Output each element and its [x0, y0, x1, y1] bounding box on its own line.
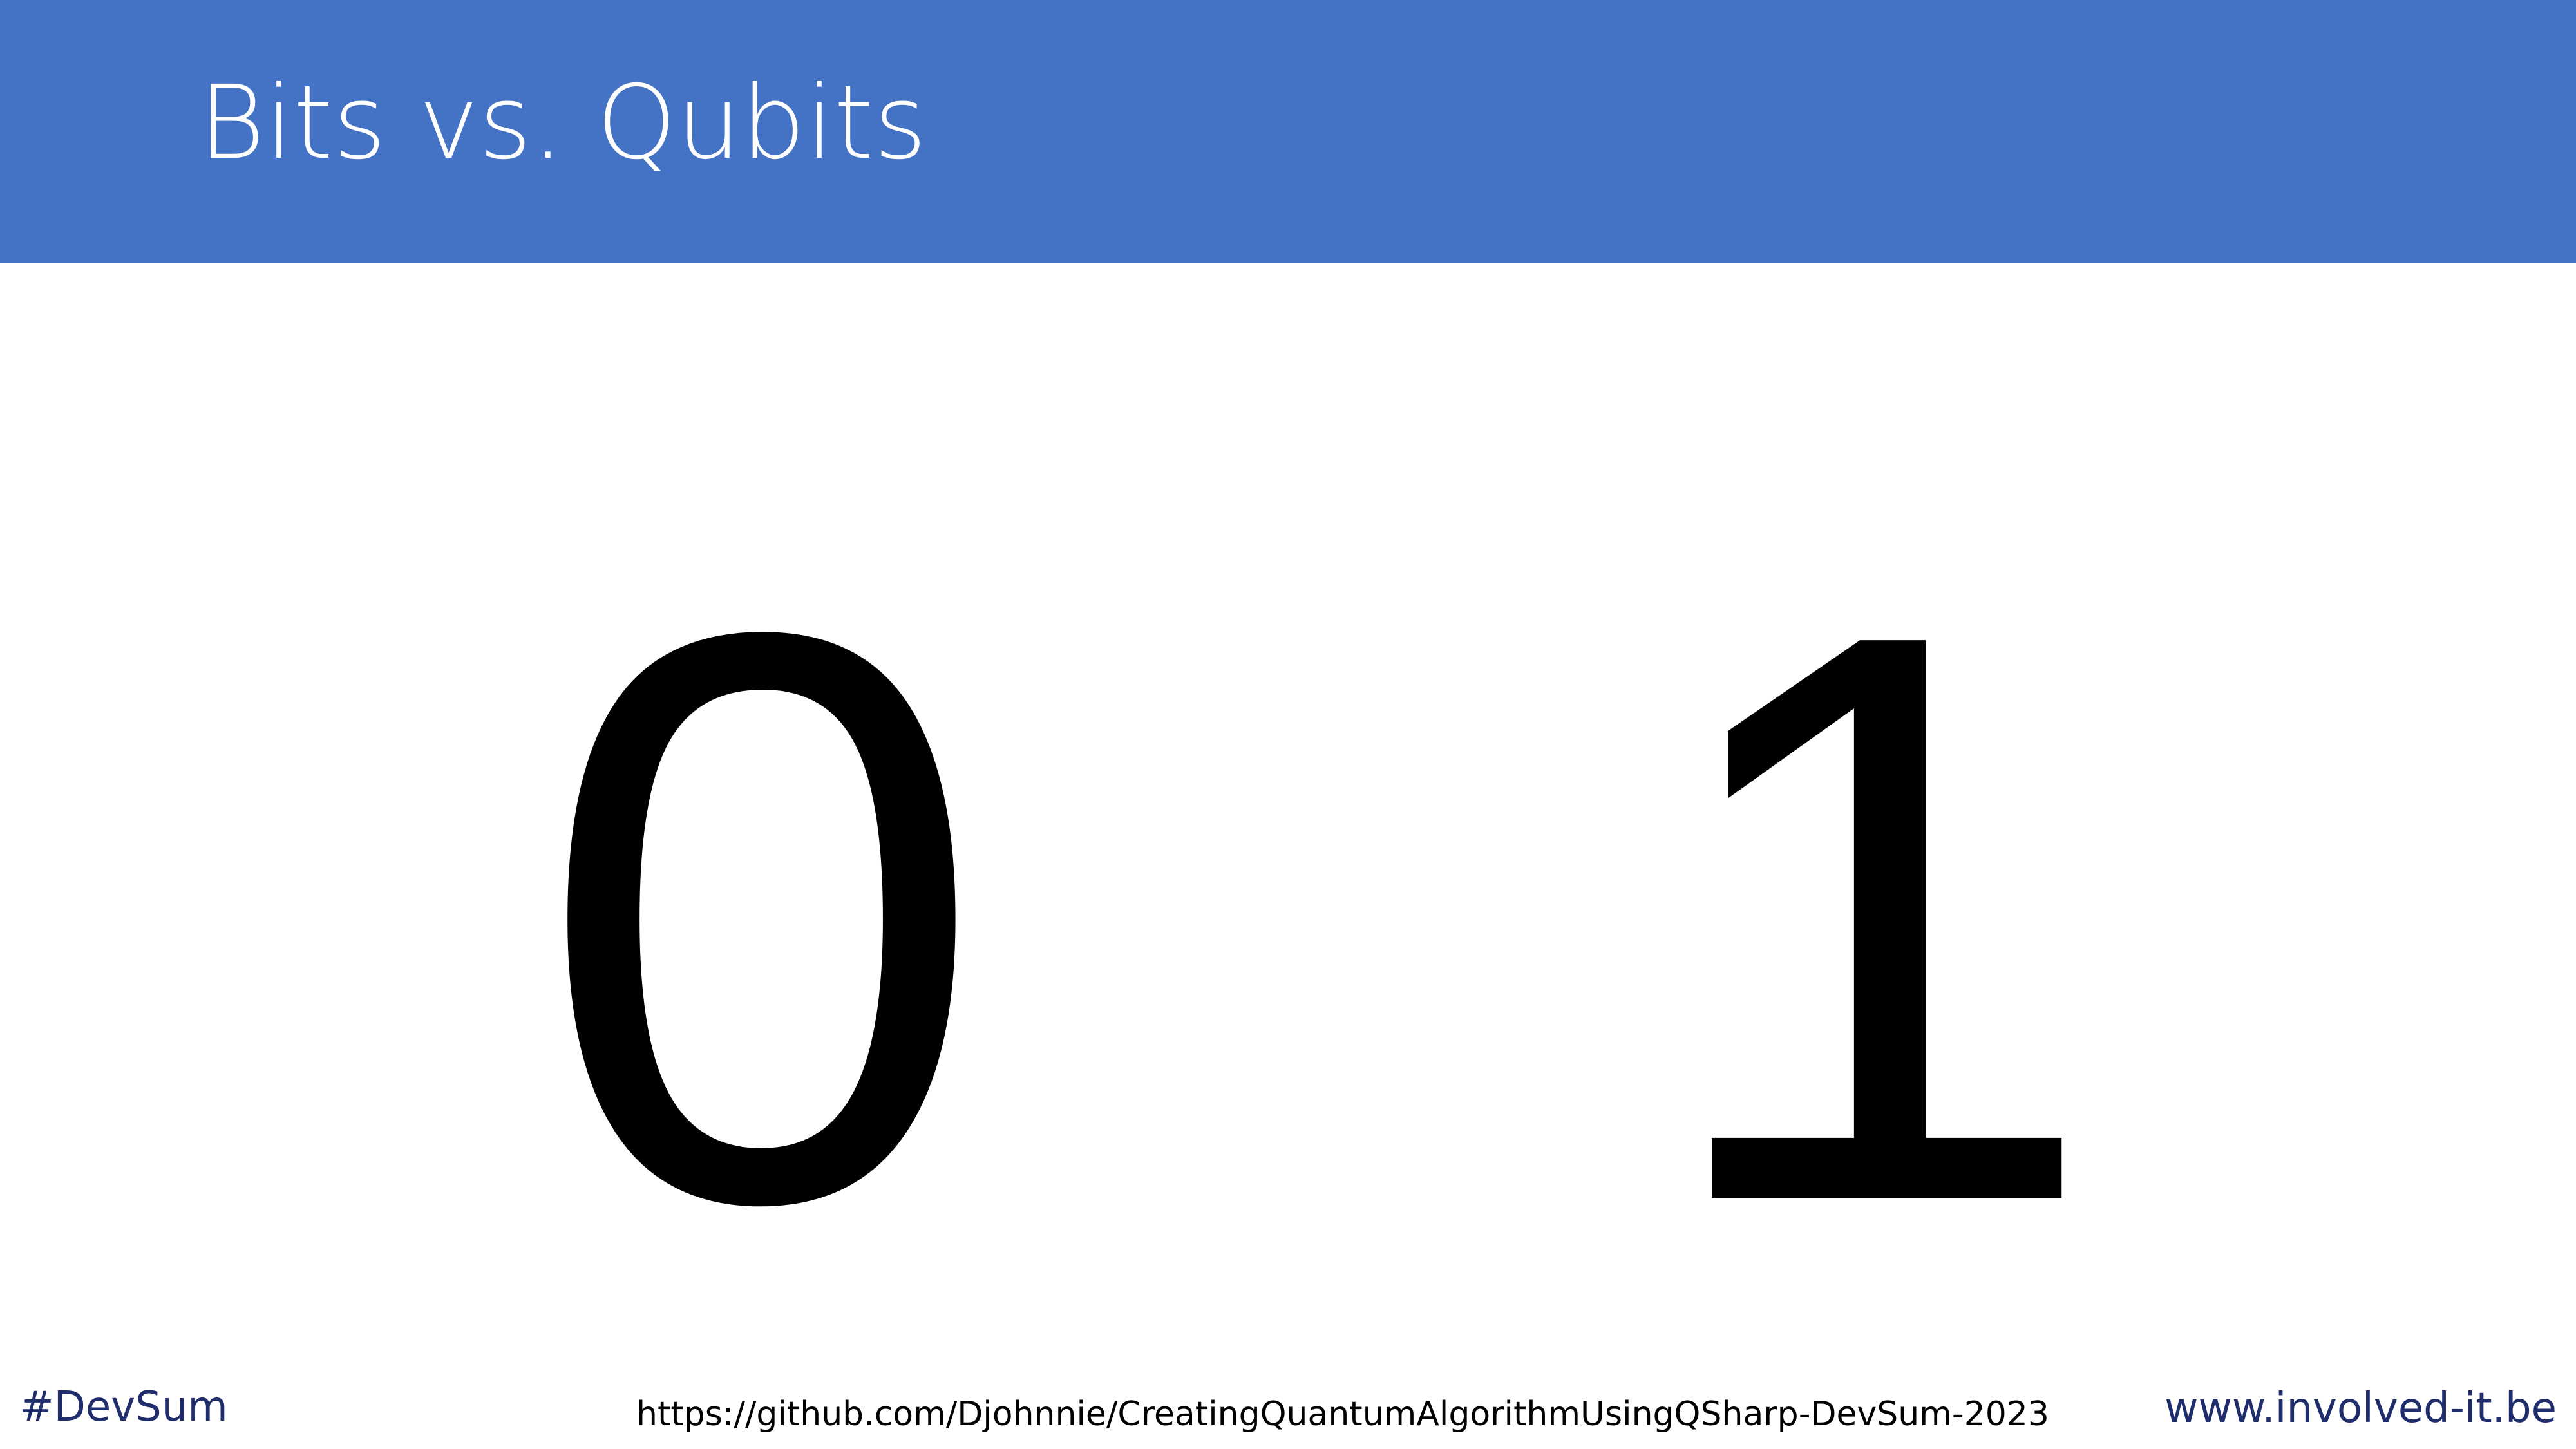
- event-hashtag: #DevSum: [19, 1383, 228, 1431]
- slide-title: Bits vs. Qubits: [198, 64, 927, 182]
- bit-zero: 0: [536, 464, 987, 1371]
- company-website-link[interactable]: www.involved-it.be: [2164, 1385, 2557, 1432]
- repository-link[interactable]: https://github.com/Djohnnie/CreatingQuan…: [636, 1395, 2049, 1434]
- title-bar: Bits vs. Qubits: [0, 0, 2576, 263]
- bit-one: 1: [1650, 464, 2101, 1371]
